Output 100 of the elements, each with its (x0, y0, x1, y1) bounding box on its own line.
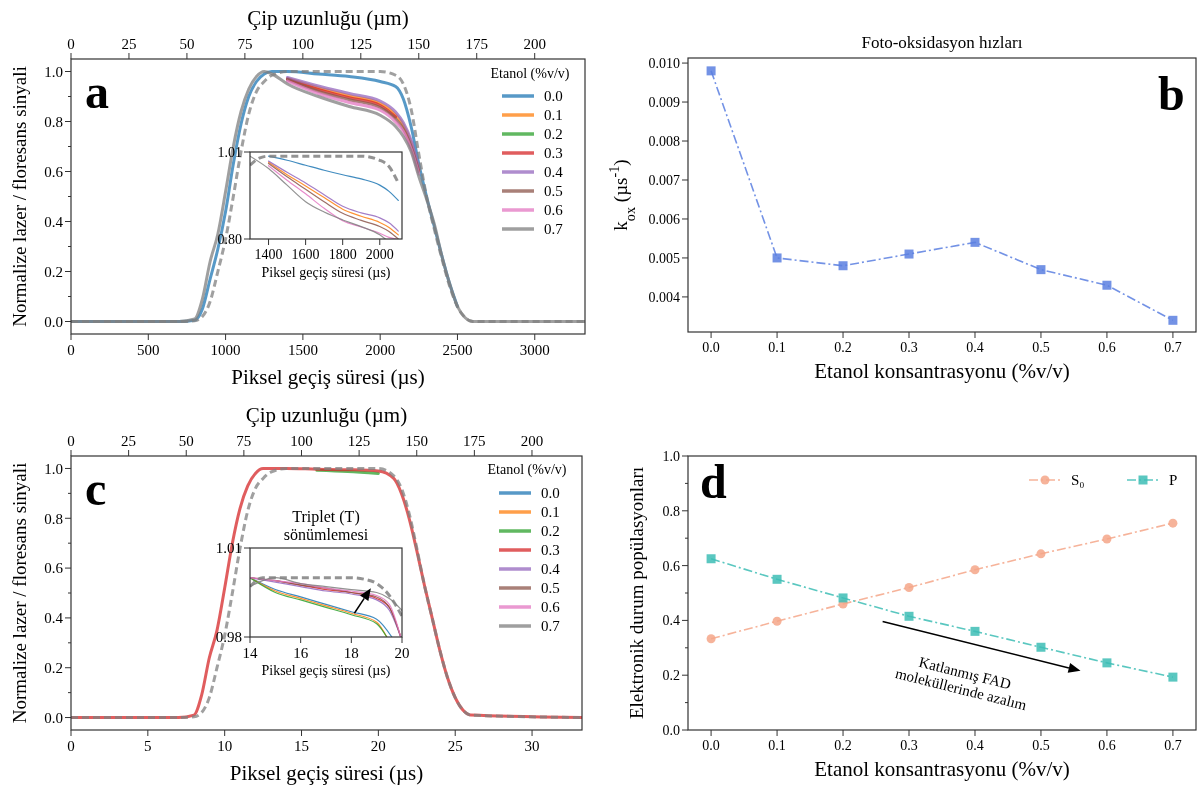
x2-tick-label: 125 (349, 36, 373, 52)
x-axis-title: Piksel geçiş süresi (µs) (261, 265, 391, 281)
x-tick-label: 1800 (328, 246, 357, 262)
x-tick-label: 2000 (365, 246, 394, 262)
legend-label: 0.1 (541, 504, 560, 521)
y-tick-label: 0.007 (648, 172, 680, 188)
x2-tick-label: 25 (121, 433, 137, 449)
legend-label: P (1169, 472, 1178, 489)
legend-label: 0.1 (544, 107, 563, 124)
y-tick-label: 0.6 (662, 558, 680, 574)
annotation: c (85, 462, 107, 515)
legend-label: 0.7 (544, 221, 564, 238)
y-tick-label: 1.0 (44, 460, 63, 477)
y-tick-label: 0.010 (648, 55, 680, 71)
x-tick-label: 3000 (519, 341, 550, 358)
y-tick-label: 0.8 (44, 113, 63, 130)
legend-label: 0.2 (541, 523, 560, 540)
y-tick-label: 0.4 (662, 613, 680, 629)
x-tick-label: 0.0 (702, 737, 720, 753)
y-tick-label: 0.006 (648, 211, 680, 227)
x-tick-label: 0.6 (1098, 339, 1116, 355)
y-tick-label: 0.2 (44, 263, 63, 280)
x-axis-title: Piksel geçiş süresi (µs) (229, 761, 424, 785)
x-tick-label: 0.7 (1164, 339, 1182, 355)
y-tick-label: 0.005 (648, 250, 680, 266)
x2-tick-label: 50 (178, 433, 194, 449)
legend-label: 0.5 (544, 183, 563, 200)
y-tick-label: 0.4 (44, 213, 64, 230)
x-tick-label: 0.2 (834, 339, 852, 355)
x-tick-label: 0.3 (900, 737, 918, 753)
x-tick-label: 18 (343, 644, 359, 661)
x-tick-label: 15 (294, 737, 310, 754)
x-tick-label: 14 (242, 644, 258, 661)
annotation: b (1158, 67, 1185, 120)
x-tick-label: 2000 (365, 341, 396, 358)
chart-title: Foto-oksidasyon hızları (861, 33, 1023, 52)
x-tick-label: 2500 (442, 341, 473, 358)
x2-tick-label: 175 (463, 433, 486, 449)
y-tick-label: 1.0 (44, 63, 63, 80)
x-axis-title: Etanol konsantrasyonu (%v/v) (814, 359, 1070, 383)
legend-label: 0.0 (541, 485, 560, 502)
x-axis-title: Etanol konsantrasyonu (%v/v) (814, 757, 1070, 781)
x-tick-label: 10 (217, 737, 233, 754)
y-axis-title: Normalize lazer / floresans sinyali (8, 66, 30, 327)
legend-label: 0.6 (544, 202, 564, 219)
x-tick-label: 1400 (254, 246, 283, 262)
x-tick-label: 20 (394, 644, 410, 661)
y-tick-label: 0.8 (662, 503, 680, 519)
x-tick-label: 1000 (210, 341, 241, 358)
legend-title: Etanol (%v/v) (487, 462, 567, 478)
x-axis-title: Piksel geçiş süresi (µs) (261, 663, 391, 679)
x-tick-label: 16 (293, 644, 309, 661)
x2-tick-label: 200 (520, 433, 544, 449)
x2-tick-label: 200 (523, 36, 546, 52)
x-tick-label: 0.5 (1032, 737, 1050, 753)
x-tick-label: 0 (67, 737, 75, 754)
x2-tick-label: 150 (405, 433, 428, 449)
legend-label: 0.6 (541, 599, 561, 616)
y-tick-label: 0.008 (648, 133, 680, 149)
y-tick-label: 0.8 (44, 510, 63, 527)
x-tick-label: 5 (144, 737, 152, 754)
y-tick-label: 0.2 (662, 668, 680, 684)
y-tick-label: 1.0 (662, 448, 680, 464)
x2-tick-label: 75 (236, 433, 252, 449)
annotation: a (85, 65, 109, 118)
y-axis-title: Elektronik durum popülasyonları (625, 466, 647, 720)
legend-label: 0.4 (544, 164, 564, 181)
x-tick-label: 0.4 (966, 737, 984, 753)
y-tick-label: 0.0 (44, 709, 63, 726)
legend-title: Etanol (%v/v) (490, 66, 570, 82)
x-tick-label: 0.0 (702, 339, 720, 355)
legend-label: 0.3 (541, 542, 560, 559)
legend-label: 0.3 (544, 145, 563, 162)
x2-tick-label: 25 (121, 36, 137, 52)
legend-label: 0.7 (541, 618, 561, 635)
x-tick-label: 0.2 (834, 737, 852, 753)
x-tick-label: 0.4 (966, 339, 984, 355)
y-axis-title: Normalize lazer / floresans sinyali (8, 462, 30, 724)
y-tick-label: 0.6 (44, 560, 64, 577)
y-tick-label: 0.4 (44, 610, 64, 627)
x2-tick-label: 75 (237, 36, 253, 52)
legend-label: S₀ (1071, 472, 1085, 489)
x-tick-label: 0.1 (768, 737, 786, 753)
x-tick-label: 1500 (287, 341, 318, 358)
x2-tick-label: 150 (407, 36, 431, 52)
x-axis-title: Piksel geçiş süresi (µs) (231, 365, 425, 389)
legend-label: 0.4 (541, 561, 561, 578)
x-tick-label: 500 (137, 341, 160, 358)
x-tick-label: 0.3 (900, 339, 918, 355)
y-tick-label: 0.0 (662, 722, 680, 738)
x-tick-label: 25 (447, 737, 463, 754)
y-tick-label: 0.009 (648, 94, 680, 110)
legend-label: 0.5 (541, 580, 560, 597)
annotation: d (700, 455, 727, 508)
x2-tick-label: 0 (67, 36, 75, 52)
y-tick-label: 0.004 (648, 289, 680, 305)
y-tick-label: 0.0 (44, 313, 63, 330)
x2-tick-label: 0 (67, 433, 75, 449)
x2-tick-label: 50 (179, 36, 195, 52)
x-tick-label: 0.1 (768, 339, 786, 355)
